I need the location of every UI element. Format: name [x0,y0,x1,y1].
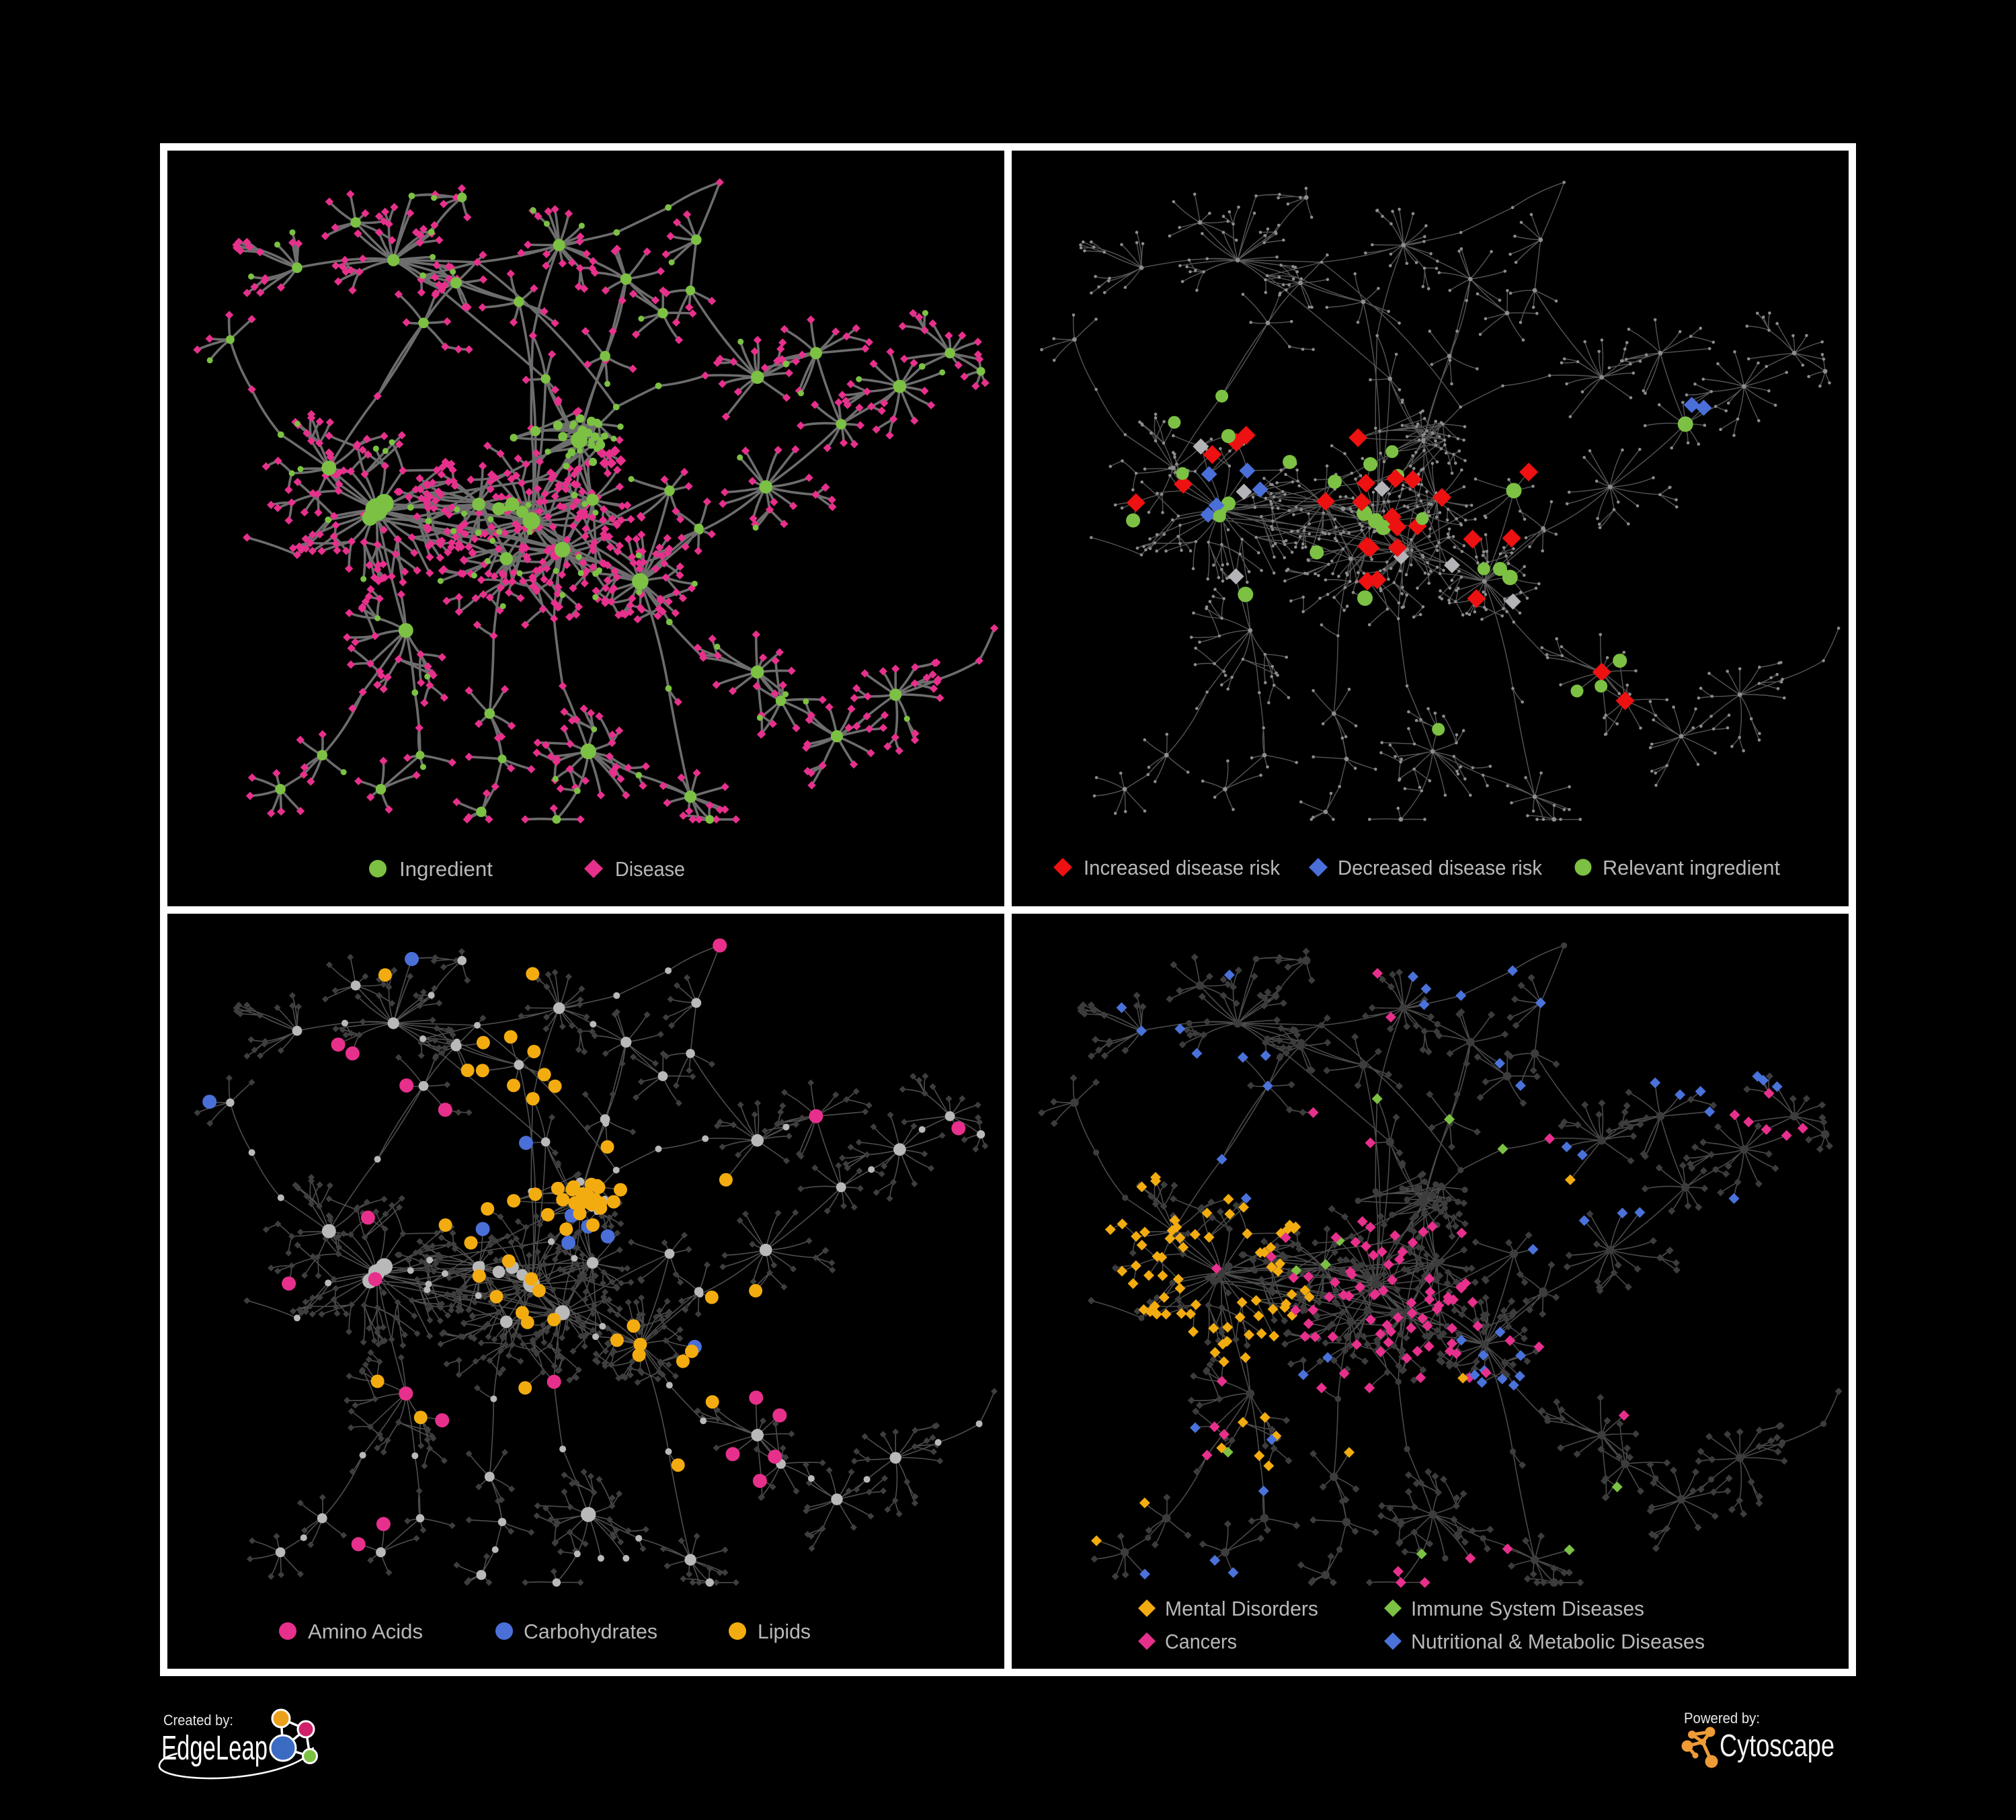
svg-text:Created by:: Created by: [163,1712,233,1729]
svg-text:Disease: Disease [615,857,685,881]
svg-text:Ingredient: Ingredient [399,857,493,881]
svg-text:Powered by:: Powered by: [1684,1710,1760,1727]
svg-text:Nutritional & Metabolic Diseas: Nutritional & Metabolic Diseases [1411,1630,1705,1653]
svg-text:Immune System Diseases: Immune System Diseases [1411,1597,1644,1620]
svg-text:Relevant ingredient: Relevant ingredient [1603,856,1780,879]
svg-text:Decreased disease risk: Decreased disease risk [1338,856,1542,879]
svg-text:Lipids: Lipids [758,1620,811,1643]
svg-text:Mental Disorders: Mental Disorders [1165,1597,1318,1620]
svg-text:Increased disease risk: Increased disease risk [1084,856,1280,879]
svg-text:Cytoscape: Cytoscape [1720,1728,1834,1763]
svg-text:Carbohydrates: Carbohydrates [524,1620,657,1643]
svg-text:Amino Acids: Amino Acids [308,1620,423,1643]
svg-text:Cancers: Cancers [1165,1630,1237,1653]
svg-text:EdgeLeap: EdgeLeap [161,1729,268,1767]
